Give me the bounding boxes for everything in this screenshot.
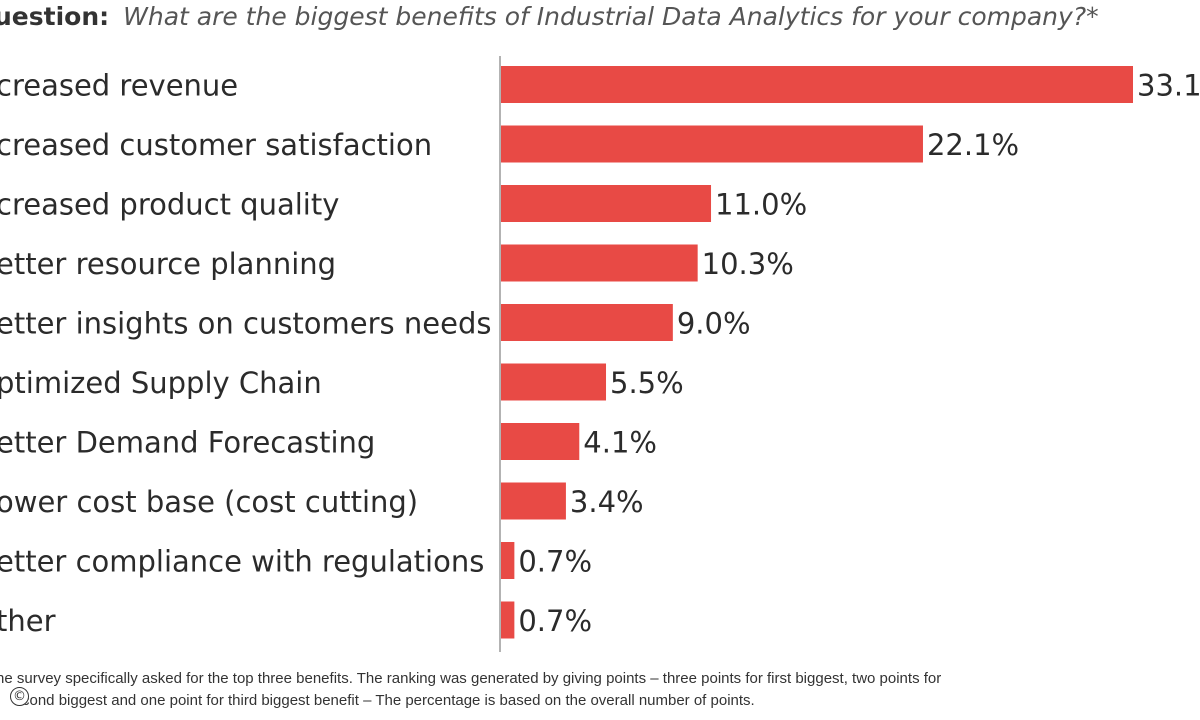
bar-chart: creased revenue 33.1 creased customer sati…: [0, 56, 1200, 652]
category-label: ower cost base (cost cutting): [0, 485, 418, 519]
bar: [501, 423, 580, 460]
question-label: uestion:: [0, 2, 110, 31]
value-label: 0.7%: [518, 604, 592, 638]
footnote-line-2: cond biggest and one point for third big…: [22, 692, 755, 709]
category-label: creased customer satisfaction: [0, 128, 432, 162]
bar: [501, 244, 698, 282]
value-label: 3.4%: [570, 485, 644, 519]
bar: [501, 185, 712, 222]
bar: [501, 601, 515, 639]
category-label: etter compliance with regulations: [0, 545, 484, 579]
value-label: 10.3%: [702, 247, 794, 281]
bar: [501, 125, 923, 163]
value-label: 4.1%: [583, 426, 657, 460]
question-text: What are the biggest benefits of Industr…: [123, 2, 1099, 31]
category-label: etter Demand Forecasting: [0, 426, 375, 460]
category-label: etter resource planning: [0, 247, 336, 281]
category-label: ther: [0, 604, 56, 638]
value-label: 22.1%: [927, 128, 1019, 162]
footnote: he survey specifically asked for the top…: [0, 668, 1200, 712]
bar: [501, 66, 1133, 103]
value-label: 0.7%: [518, 545, 592, 579]
value-label: 33.1: [1137, 69, 1200, 103]
value-label: 5.5%: [610, 366, 684, 400]
bar: [501, 482, 566, 520]
footnote-line-1: he survey specifically asked for the top…: [0, 670, 942, 687]
bar: [501, 542, 515, 579]
copyright-icon: ©: [10, 687, 29, 706]
survey-question: uestion: What are the biggest benefits of…: [0, 0, 1099, 34]
bar: [501, 363, 607, 401]
category-label: creased product quality: [0, 188, 339, 222]
category-label: ptimized Supply Chain: [0, 366, 322, 400]
value-label: 9.0%: [677, 307, 751, 341]
value-label: 11.0%: [715, 188, 807, 222]
category-label: creased revenue: [0, 69, 238, 103]
category-label: etter insights on customers needs: [0, 307, 491, 341]
bar: [501, 304, 673, 341]
